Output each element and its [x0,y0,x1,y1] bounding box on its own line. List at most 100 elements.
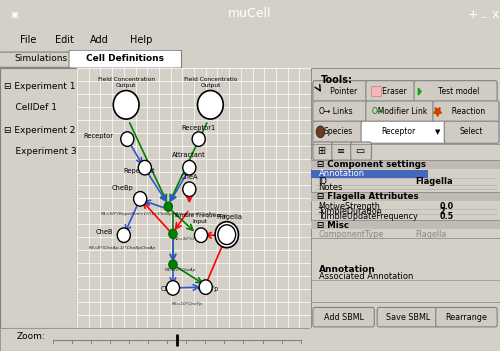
Text: MotiveStrength: MotiveStrength [318,201,380,211]
Text: CheB: CheB [96,229,114,235]
FancyBboxPatch shape [313,81,368,103]
Text: ⊟ Flagella Attributes: ⊟ Flagella Attributes [316,192,418,201]
Text: Select: Select [460,127,483,136]
Text: ID: ID [318,177,328,186]
FancyBboxPatch shape [313,101,368,123]
Text: CheA: CheA [180,174,198,180]
Text: CheY: CheY [161,286,178,292]
FancyBboxPatch shape [444,121,499,143]
Text: ComponentType: ComponentType [318,230,384,239]
Text: ▣: ▣ [10,11,18,19]
FancyBboxPatch shape [433,101,499,123]
Text: ⊟ Misc: ⊟ Misc [316,220,348,230]
Text: ⊟ Experiment 2: ⊟ Experiment 2 [4,126,75,135]
Text: O→: O→ [372,107,384,116]
Text: Reaction: Reaction [447,107,485,116]
Text: Flagella: Flagella [415,230,446,239]
Text: ▭: ▭ [356,146,364,156]
Text: Pointer: Pointer [323,87,358,96]
Text: Attractant: Attractant [172,152,206,158]
FancyBboxPatch shape [414,81,497,103]
Text: Save SBML: Save SBML [386,312,430,322]
Text: Eraser: Eraser [374,87,406,96]
Text: Notes: Notes [318,184,343,192]
Text: Cell Definitions: Cell Definitions [86,54,164,63]
Circle shape [168,229,177,239]
FancyBboxPatch shape [361,121,446,143]
Text: ⊞: ⊞ [318,146,326,156]
Text: TumbleDuration: TumbleDuration [318,207,382,216]
Text: Repellent: Repellent [123,168,155,174]
Text: Test model: Test model [432,87,480,96]
Bar [311,192,500,201]
Circle shape [114,91,139,119]
Bar [311,221,500,230]
Text: R3=8*(CheAp-1)*CheBpCheAp: R3=8*(CheAp-1)*CheBpCheAp [88,246,156,250]
Text: ▼: ▼ [435,129,440,135]
Polygon shape [434,108,442,117]
FancyBboxPatch shape [436,307,497,327]
Text: Simulations: Simulations [14,54,68,63]
Text: Receptor1: Receptor1 [182,125,216,131]
Text: R1=50*(Repellent+1)/(1+CheBp+Attractant*CheBp): R1=50*(Repellent+1)/(1+CheBp+Attractant*… [100,212,216,216]
Text: Help: Help [130,35,152,45]
Text: Field Concentration
Output: Field Concentration Output [98,77,154,88]
Text: CellDef 1: CellDef 1 [4,103,57,112]
Circle shape [121,132,134,146]
Circle shape [183,160,196,175]
Text: Tumble Frequency
Input: Tumble Frequency Input [173,213,227,224]
Text: File: File [20,35,36,45]
Text: Receptor: Receptor [84,133,114,139]
Text: R5=10*CheYp: R5=10*CheYp [172,302,203,305]
FancyBboxPatch shape [377,307,438,327]
Bar [370,86,381,96]
Text: 0.0: 0.0 [440,201,454,211]
Circle shape [164,202,172,211]
Circle shape [168,260,177,269]
Text: TumbleUpdateFrequency: TumbleUpdateFrequency [318,212,418,221]
Text: ≡: ≡ [336,146,344,156]
Text: Modifier Link: Modifier Link [372,107,427,116]
Circle shape [316,126,324,138]
Circle shape [215,222,238,248]
Text: Species: Species [324,127,353,136]
FancyBboxPatch shape [313,142,334,160]
Circle shape [183,182,196,197]
Text: Receptor: Receptor [381,127,415,136]
Text: ⊟ Experiment 1: ⊟ Experiment 1 [4,82,76,91]
Text: Tools:: Tools: [320,75,352,85]
Circle shape [138,160,151,175]
Text: Add: Add [90,35,109,45]
FancyBboxPatch shape [350,142,372,160]
FancyBboxPatch shape [0,52,88,67]
FancyBboxPatch shape [69,50,182,68]
Text: Annotation: Annotation [318,265,376,274]
Text: R2=30*CheAp: R2=30*CheAp [174,237,206,240]
Text: CheBp: CheBp [112,185,133,191]
Text: _: _ [481,8,486,18]
Text: CheYp: CheYp [198,286,218,292]
Text: R4=10*CheAp: R4=10*CheAp [165,268,196,272]
Circle shape [199,280,212,294]
FancyBboxPatch shape [332,142,352,160]
Text: Annotation: Annotation [318,169,364,178]
Text: x: x [492,8,499,21]
Text: 0.5: 0.5 [440,212,454,221]
Text: +: + [468,8,478,21]
Polygon shape [418,88,421,95]
FancyBboxPatch shape [366,101,434,123]
Text: ⊟ Component settings: ⊟ Component settings [316,160,426,169]
Text: O→: O→ [318,107,331,116]
Text: Field Concentratio
Output: Field Concentratio Output [184,77,237,88]
Text: Associated Annotation: Associated Annotation [318,272,413,281]
Text: Zoom:: Zoom: [17,332,46,342]
Text: Flagella: Flagella [415,177,453,186]
Text: Flagella: Flagella [216,214,242,220]
Text: 2: 2 [440,207,445,216]
Text: Edit: Edit [55,35,74,45]
Circle shape [134,192,146,206]
Text: muCell: muCell [228,7,272,20]
Text: Experiment 3: Experiment 3 [4,147,76,156]
Text: Rearrange: Rearrange [446,312,488,322]
Text: Links: Links [328,107,352,116]
